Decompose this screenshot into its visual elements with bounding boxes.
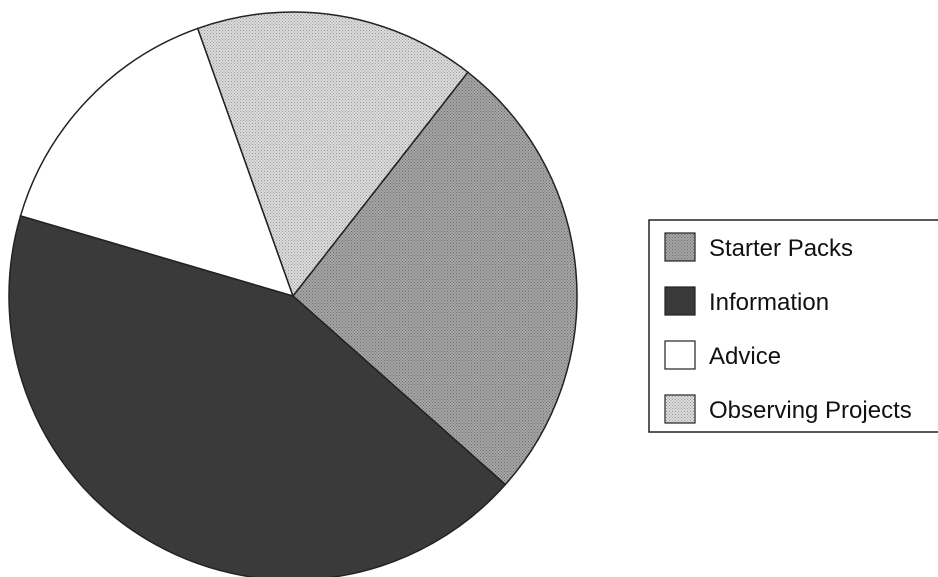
legend-swatch-advice xyxy=(664,340,696,370)
pie-slice-starter-packs xyxy=(291,71,578,486)
legend-swatch-observing-projects xyxy=(664,394,696,424)
pie-slice-advice xyxy=(19,27,295,298)
legend-swatch-information xyxy=(664,286,696,316)
legend-box xyxy=(648,219,938,433)
pie-slices xyxy=(8,11,578,577)
pie-slice-information xyxy=(8,214,507,577)
legend-label: Information xyxy=(709,289,829,316)
legend-swatch-starter-packs xyxy=(664,232,696,262)
legend: Starter Packs Information Advice Observing … xyxy=(648,219,938,433)
legend-label: Advice xyxy=(709,343,781,370)
legend-label: Observing Projects xyxy=(709,397,912,424)
pie-slice-observing-projects xyxy=(196,11,469,298)
legend-label: Starter Packs xyxy=(709,235,853,262)
